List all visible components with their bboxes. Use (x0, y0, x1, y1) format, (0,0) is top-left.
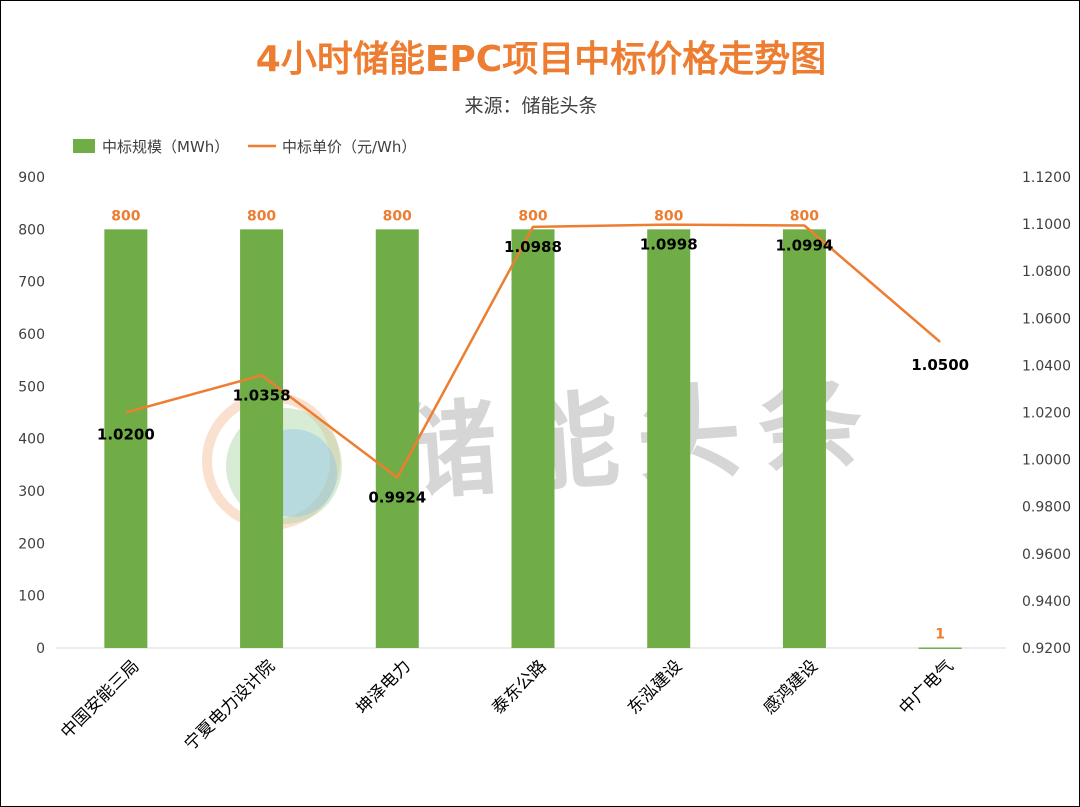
line-data-label: 1.0358 (233, 386, 291, 404)
line-data-label: 1.0994 (775, 237, 833, 255)
right-tick-label: 0.9600 (1022, 547, 1071, 563)
line-data-label: 1.0500 (911, 356, 969, 374)
bar (511, 229, 555, 649)
bar-data-label: 800 (654, 208, 683, 224)
right-tick-label: 1.0400 (1022, 358, 1071, 374)
bar-series: 800 800 800 800 800 800 1 (104, 208, 962, 649)
bar (104, 229, 148, 649)
bar-data-label: 800 (518, 208, 547, 224)
bar (782, 229, 826, 649)
bar-data-label: 1 (935, 626, 945, 642)
line-data-label: 1.0988 (504, 238, 562, 256)
chart-subtitle: 来源：储能头条 (464, 95, 597, 117)
bar-data-label: 800 (111, 208, 140, 224)
right-tick-label: 1.0600 (1022, 311, 1071, 327)
left-tick-label: 600 (18, 327, 45, 343)
x-tick-label: 东泓建设 (624, 656, 686, 718)
legend: 中标规模（MWh） 中标单价（元/Wh） (73, 138, 416, 156)
right-axis: 0.9200 0.9400 0.9600 0.9800 1.0000 1.0200 1.04… (1022, 170, 1071, 657)
bar-data-label: 800 (383, 208, 412, 224)
x-tick-label: 中广电气 (895, 656, 957, 718)
legend-label-bar: 中标规模（MWh） (102, 138, 229, 156)
x-tick-label: 宁夏电力设计院 (181, 656, 279, 754)
bar (647, 229, 691, 649)
right-tick-label: 1.0000 (1022, 453, 1071, 469)
bar (918, 647, 962, 649)
left-tick-label: 900 (18, 170, 45, 186)
right-tick-label: 1.1000 (1022, 217, 1071, 233)
x-tick-label: 坤泽电力 (353, 656, 415, 718)
x-axis-labels: 中国安能三局 宁夏电力设计院 坤泽电力 泰东公路 东泓建设 感鸿建设 中广电气 (57, 656, 958, 754)
x-tick-label: 泰东公路 (488, 656, 550, 718)
right-tick-label: 1.0200 (1022, 406, 1071, 422)
bar-data-label: 800 (247, 208, 276, 224)
right-tick-label: 0.9800 (1022, 500, 1071, 516)
left-tick-label: 0 (36, 641, 45, 657)
chart-title: 4小时储能EPC项目中标价格走势图 (256, 39, 826, 80)
legend-swatch-bar (73, 139, 95, 153)
left-tick-label: 200 (18, 536, 45, 552)
bar-data-label: 800 (790, 208, 819, 224)
x-tick-label: 感鸿建设 (760, 656, 822, 718)
legend-label-line: 中标单价（元/Wh） (282, 138, 416, 156)
bar (375, 229, 419, 649)
line-data-label: 1.0998 (640, 236, 698, 254)
line-data-label: 1.0200 (97, 426, 155, 444)
left-axis: 0 100 200 300 400 500 600 700 800 900 (18, 170, 45, 657)
line-series: 1.0200 1.0358 0.9924 1.0988 1.0998 1.0994 1.05… (97, 223, 969, 506)
left-tick-label: 400 (18, 432, 45, 448)
right-tick-label: 0.9400 (1022, 594, 1071, 610)
left-tick-label: 100 (18, 589, 45, 605)
left-tick-label: 700 (18, 275, 45, 291)
right-tick-label: 0.9200 (1022, 641, 1071, 657)
bar (240, 229, 284, 649)
left-tick-label: 300 (18, 484, 45, 500)
price-line-path (125, 223, 941, 479)
right-tick-label: 1.1200 (1022, 170, 1071, 186)
x-tick-label: 中国安能三局 (57, 656, 143, 742)
right-tick-label: 1.0800 (1022, 264, 1071, 280)
left-tick-label: 800 (18, 222, 45, 238)
left-tick-label: 500 (18, 379, 45, 395)
line-data-label: 0.9924 (368, 488, 426, 506)
